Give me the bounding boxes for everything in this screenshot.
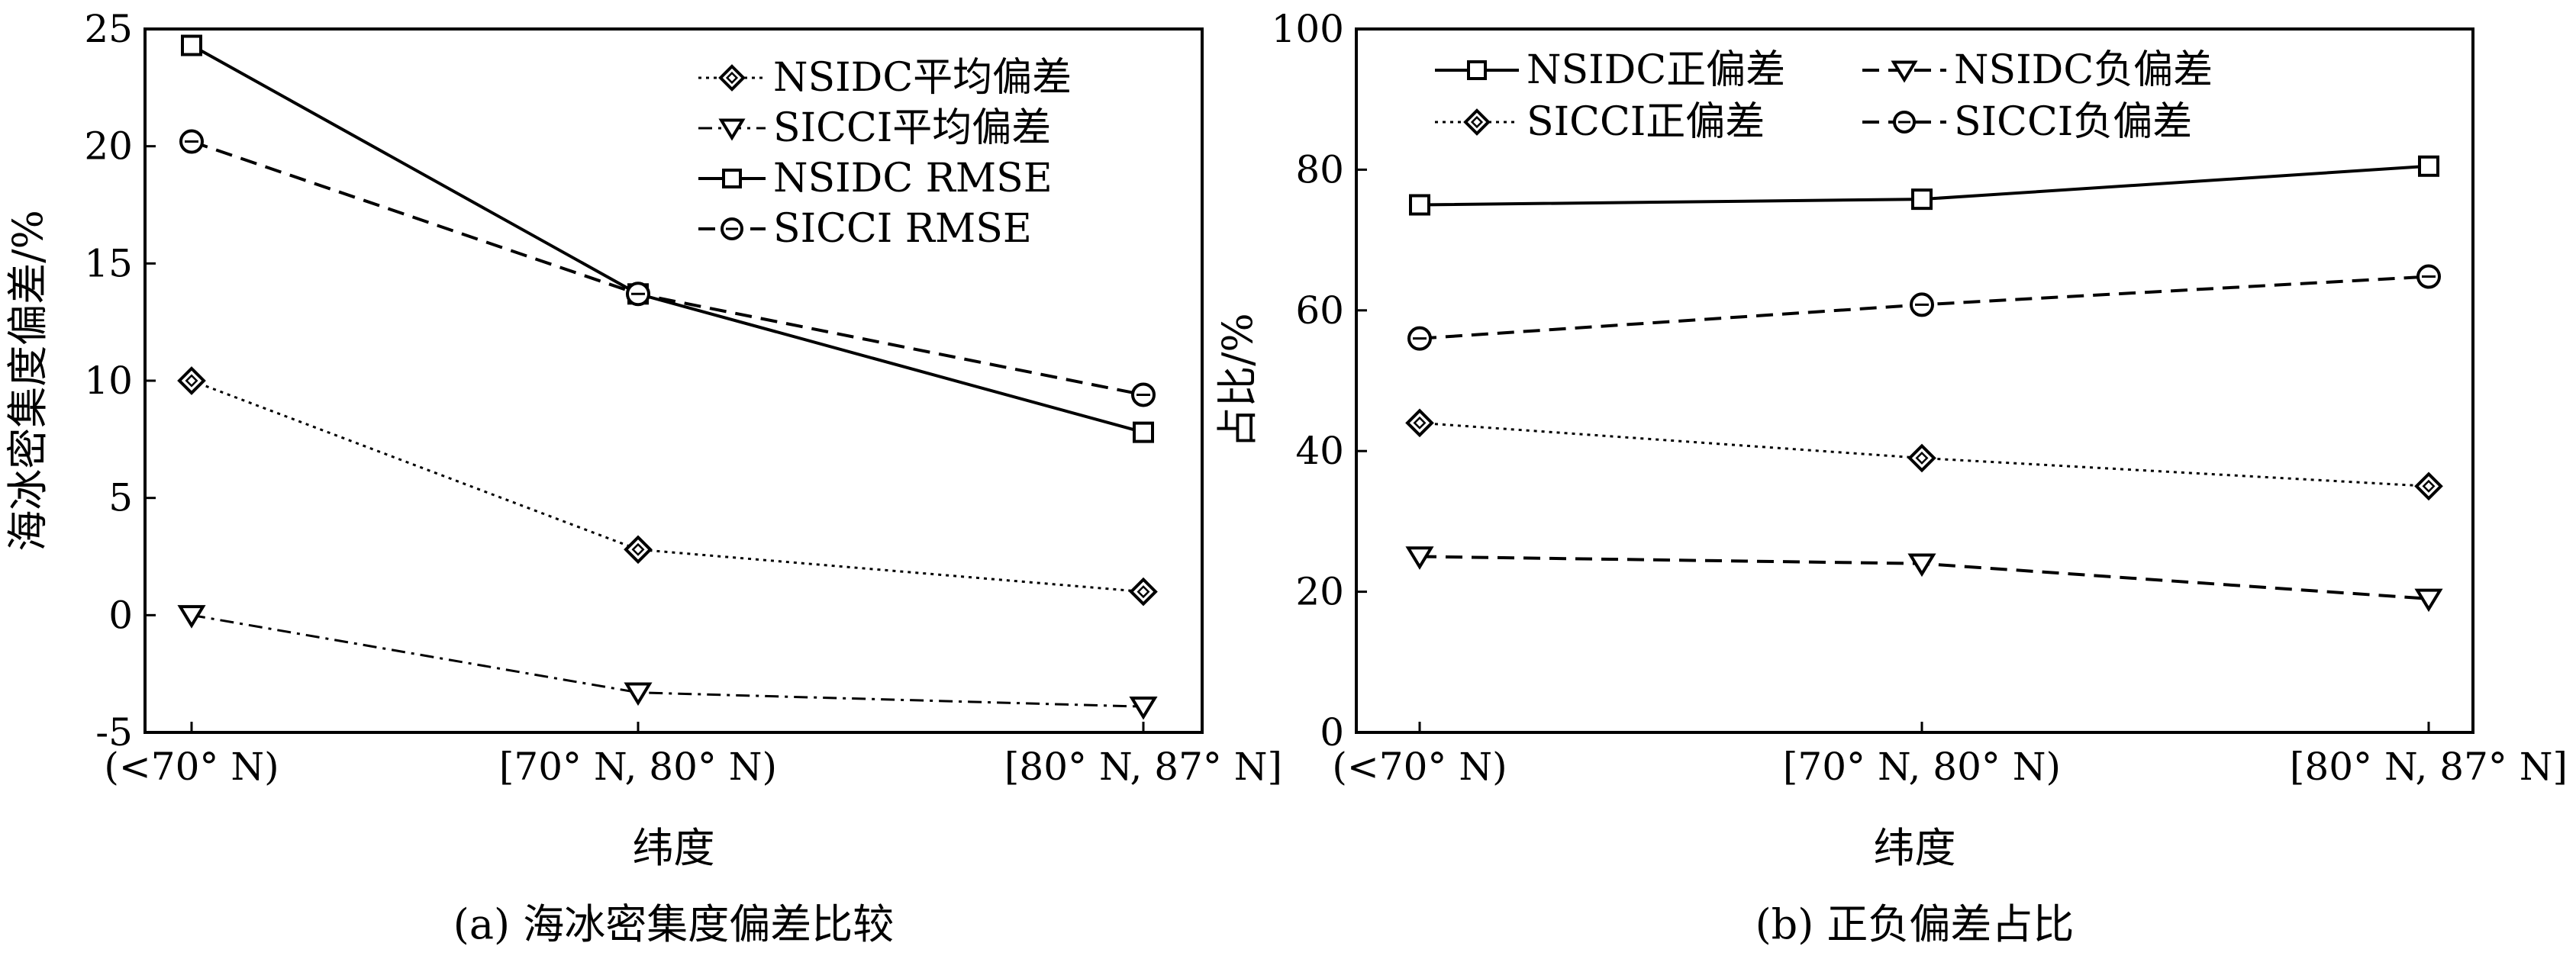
series-line bbox=[191, 379, 1144, 594]
legend-item: NSIDC RMSE bbox=[698, 156, 1053, 201]
plot-frame bbox=[1355, 27, 2474, 734]
x-axis-label: 纬度 bbox=[633, 824, 715, 872]
data-point bbox=[177, 605, 206, 629]
data-point bbox=[2414, 471, 2443, 501]
data-point bbox=[1910, 292, 1934, 317]
x-tick-label: [80° N, 87° N] bbox=[2290, 745, 2568, 789]
series-line bbox=[191, 613, 1144, 708]
panel-a: -5 0 5 10 15 20 25 (<70° N) [70° N, 80° N) [80° N… bbox=[4, 7, 1282, 948]
y-tick-label: 25 bbox=[84, 7, 133, 51]
data-point-inner bbox=[631, 542, 645, 556]
series-3 bbox=[1407, 264, 2441, 351]
legend-marker bbox=[718, 118, 746, 141]
legend-label: SICCI平均偏差 bbox=[773, 105, 1051, 151]
data-point bbox=[1131, 382, 1156, 407]
y-tick-label: 20 bbox=[1295, 570, 1344, 614]
data-point bbox=[1129, 577, 1158, 607]
x-tick-label: [80° N, 87° N] bbox=[1004, 745, 1282, 789]
legend-item: NSIDC负偏差 bbox=[1862, 47, 2213, 93]
legend-marker bbox=[718, 64, 746, 92]
data-point-inner bbox=[1136, 585, 1150, 599]
data-point bbox=[1133, 421, 1154, 443]
y-tick-label: 100 bbox=[1272, 7, 1344, 51]
data-point-inner bbox=[1413, 416, 1427, 430]
series-1 bbox=[1405, 546, 2443, 613]
x-tick-label: (<70° N) bbox=[104, 745, 279, 789]
legend-label: SICCI负偏差 bbox=[1954, 99, 2192, 145]
y-tick-label: 10 bbox=[84, 359, 133, 403]
legend-marker-inner bbox=[725, 71, 739, 85]
legend-item: SICCI RMSE bbox=[698, 206, 1032, 252]
legend-item: SICCI平均偏差 bbox=[698, 105, 1051, 151]
legend-marker bbox=[1467, 60, 1487, 80]
y-tick-label: 40 bbox=[1295, 429, 1344, 473]
data-point bbox=[1907, 553, 1936, 578]
y-axis-label: 海冰密集度偏差/% bbox=[4, 210, 52, 552]
data-point bbox=[1911, 188, 1933, 211]
legend-label: NSIDC RMSE bbox=[773, 156, 1053, 201]
legend-marker bbox=[1463, 108, 1491, 136]
legend-marker bbox=[722, 169, 742, 188]
x-axis-label: 纬度 bbox=[1874, 824, 1956, 872]
legend-item: NSIDC正偏差 bbox=[1435, 47, 1785, 93]
y-tick-label: 0 bbox=[1320, 710, 1344, 755]
y-tick-label: 60 bbox=[1295, 288, 1344, 333]
chart-caption: (a) 海冰密集度偏差比较 bbox=[453, 900, 895, 948]
data-point bbox=[2416, 264, 2441, 289]
legend-marker-inner bbox=[1470, 115, 1484, 129]
data-point bbox=[626, 282, 650, 307]
legend-marker bbox=[1893, 111, 1916, 134]
legend-marker bbox=[721, 217, 743, 240]
data-point bbox=[1407, 326, 1432, 351]
chart-caption: (b) 正负偏差占比 bbox=[1755, 900, 2075, 948]
data-point bbox=[624, 535, 653, 565]
series-0 bbox=[177, 366, 1158, 607]
series-line bbox=[1419, 421, 2429, 488]
data-point bbox=[1907, 443, 1936, 473]
series-0 bbox=[1409, 155, 2439, 216]
y-tick-label: 5 bbox=[108, 476, 133, 520]
legend-label: NSIDC平均偏差 bbox=[773, 55, 1072, 101]
y-tick-label: 15 bbox=[84, 241, 133, 285]
legend-item: NSIDC平均偏差 bbox=[698, 55, 1072, 101]
x-tick-label: [70° N, 80° N) bbox=[499, 745, 777, 789]
series-2 bbox=[1405, 408, 2443, 501]
data-point bbox=[1129, 696, 1158, 720]
data-point bbox=[2418, 155, 2439, 177]
x-tick-label: (<70° N) bbox=[1332, 745, 1507, 789]
legend-item: SICCI正偏差 bbox=[1435, 99, 1765, 145]
data-point-inner bbox=[2422, 479, 2436, 493]
data-point-inner bbox=[185, 374, 198, 388]
x-tick-label: [70° N, 80° N) bbox=[1783, 745, 2061, 789]
legend-label: SICCI正偏差 bbox=[1527, 99, 1765, 145]
data-point bbox=[1405, 408, 1434, 438]
y-tick-label: 80 bbox=[1295, 147, 1344, 191]
data-point bbox=[2414, 588, 2443, 613]
data-point bbox=[1409, 194, 1430, 216]
data-point bbox=[177, 366, 206, 395]
y-tick-label: 0 bbox=[108, 593, 133, 637]
legend: NSIDC正偏差 NSIDC负偏差 SICCI正偏差 SICCI负偏差 bbox=[1435, 47, 2213, 145]
data-point bbox=[179, 129, 204, 154]
y-axis-label: 占比/% bbox=[1214, 313, 1262, 449]
data-point-inner bbox=[1915, 451, 1929, 465]
data-point bbox=[1405, 546, 1434, 570]
series-1 bbox=[177, 605, 1158, 720]
legend-label: NSIDC正偏差 bbox=[1527, 47, 1785, 93]
legend-marker bbox=[1891, 60, 1918, 83]
data-point bbox=[624, 682, 653, 706]
y-tick-label: -5 bbox=[95, 710, 133, 755]
legend-label: NSIDC负偏差 bbox=[1954, 47, 2213, 93]
y-tick-label: 20 bbox=[84, 124, 133, 169]
panel-b: 0 20 40 60 80 100 (<70° N) [70° N, 80° N) [80° N… bbox=[1214, 7, 2568, 948]
legend-label: SICCI RMSE bbox=[773, 206, 1032, 252]
legend-item: SICCI负偏差 bbox=[1862, 99, 2192, 145]
data-point bbox=[181, 34, 202, 56]
series-3 bbox=[179, 129, 1156, 407]
